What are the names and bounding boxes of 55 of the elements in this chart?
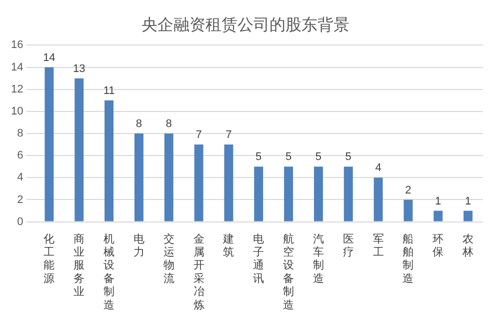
data-label: 8 xyxy=(136,118,142,130)
x-tick-label: 船舶制造 xyxy=(402,232,414,285)
x-tick-label: 金属开采冶炼 xyxy=(193,232,204,312)
x-tick-label: 商业服务业 xyxy=(74,232,85,298)
bar xyxy=(314,166,323,222)
bar xyxy=(404,200,413,222)
bar xyxy=(284,166,294,222)
bar xyxy=(74,78,84,222)
bar xyxy=(104,100,114,222)
data-label: 8 xyxy=(166,118,172,130)
data-label: 5 xyxy=(315,151,322,164)
bar xyxy=(44,67,54,222)
bar xyxy=(254,166,264,222)
y-tick-label: 6 xyxy=(17,150,24,162)
x-tick-label: 环保 xyxy=(432,232,444,258)
bar xyxy=(344,166,353,222)
chart-title: 央企融资租赁公司的股东背景 xyxy=(142,14,350,34)
bar xyxy=(134,134,144,222)
bar xyxy=(374,178,383,222)
data-label: 1 xyxy=(435,195,442,208)
x-tick-label: 机械设备制造 xyxy=(104,232,115,312)
x-tick-label: 汽车制造 xyxy=(312,232,324,285)
y-tick-label: 10 xyxy=(10,105,24,118)
y-tick-label: 8 xyxy=(17,128,24,140)
data-label: 7 xyxy=(196,129,202,142)
data-label: 5 xyxy=(256,151,262,164)
data-label: 4 xyxy=(375,162,382,174)
data-label: 13 xyxy=(72,62,86,75)
x-tick-label: 电子通讯 xyxy=(253,232,264,285)
bar xyxy=(224,144,234,222)
y-tick-label: 12 xyxy=(10,83,24,96)
data-label: 1 xyxy=(464,195,472,208)
bar xyxy=(164,134,174,222)
data-label: 11 xyxy=(103,84,115,97)
y-tick-label: 2 xyxy=(17,194,24,206)
data-label: 2 xyxy=(405,184,412,196)
bar xyxy=(464,210,473,222)
bar xyxy=(194,144,204,222)
y-tick-label: 16 xyxy=(10,39,24,52)
x-tick-label: 交运物流 xyxy=(163,232,174,285)
x-tick-label: 军工 xyxy=(372,232,384,258)
y-tick-label: 0 xyxy=(17,216,24,228)
x-tick-label: 电力 xyxy=(133,232,144,258)
data-label: 5 xyxy=(285,151,292,164)
data-label: 7 xyxy=(226,129,232,142)
x-tick-label: 化工能源 xyxy=(44,232,55,285)
data-label: 14 xyxy=(43,52,56,64)
x-tick-label: 航空设备制造 xyxy=(283,232,294,312)
x-tick-label: 医疗 xyxy=(342,232,354,258)
data-label: 5 xyxy=(345,151,352,164)
y-tick-label: 4 xyxy=(17,172,24,184)
x-tick-label: 建筑 xyxy=(222,232,234,258)
y-tick-label: 14 xyxy=(10,61,24,74)
x-tick-label: 农林 xyxy=(462,232,474,258)
bar xyxy=(434,210,443,222)
